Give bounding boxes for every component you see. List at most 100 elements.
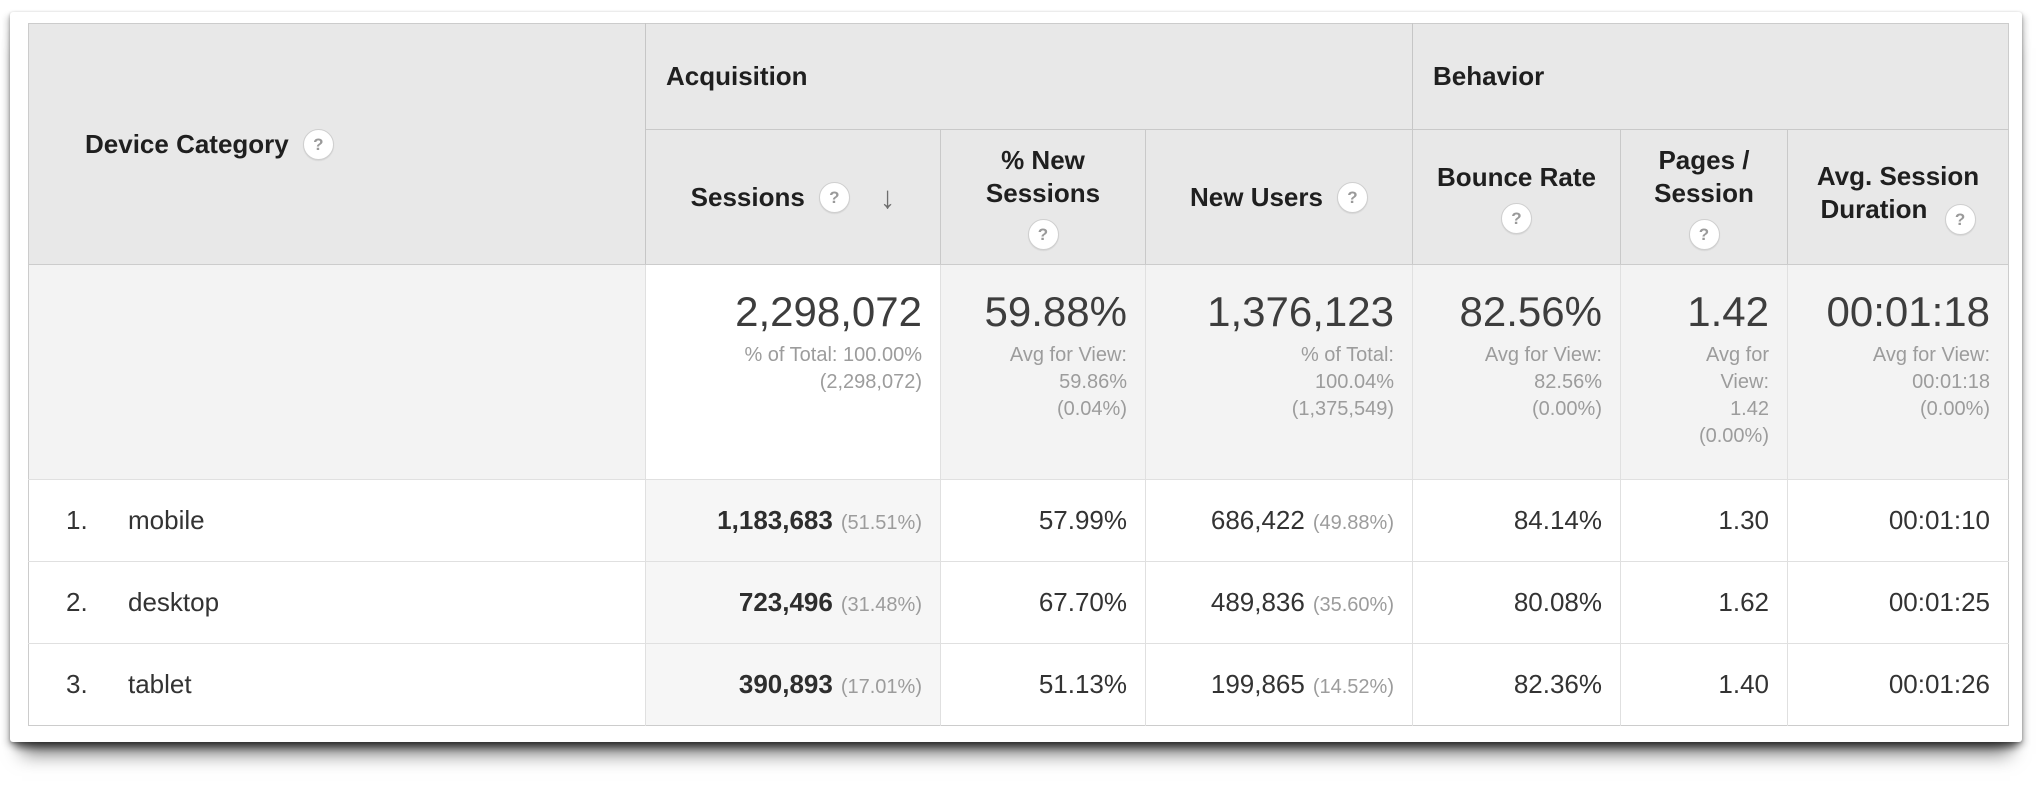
summary-pages-per-session-cell: 1.42 Avg for View: 1.42 (0.00%) (1620, 264, 1788, 480)
cell-avg-session-duration: 00:01:10 (1786, 479, 2009, 562)
column-header-pages-per-session[interactable]: Pages / Session ? (1620, 129, 1788, 265)
help-icon[interactable]: ? (818, 181, 850, 213)
report-card: Device Category ? Acquisition Behavior S… (10, 12, 2022, 742)
summary-new-users-cell: 1,376,123 % of Total: 100.04% (1,375,549… (1145, 264, 1413, 480)
cell-new-users: 199,865 (14.52%) (1145, 643, 1413, 726)
pct-new-sessions-value: 51.13% (1038, 669, 1127, 699)
help-icon[interactable]: ? (1027, 219, 1059, 250)
summary-bounce-rate-cell: 82.56% Avg for View: 82.56% (0.00%) (1412, 264, 1621, 480)
summary-sessions-note: % of Total: 100.00% (2,298,072) (744, 344, 922, 393)
cell-pages-per-session: 1.62 (1620, 561, 1788, 644)
help-icon[interactable]: ? (1944, 203, 1976, 235)
cell-bounce-rate: 80.08% (1412, 561, 1621, 644)
group-header-row: Device Category ? Acquisition Behavior (28, 23, 2009, 265)
help-icon[interactable]: ? (1501, 202, 1532, 234)
help-icon[interactable]: ? (1336, 181, 1368, 213)
avg-session-duration-value: 00:01:10 (1888, 505, 1991, 535)
metric-header-row: Sessions ? ↓ % New Sessions ? New Users … (29, 129, 2009, 265)
cell-pages-per-session: 1.30 (1620, 479, 1788, 562)
cell-new-users: 489,836 (35.60%) (1145, 561, 1413, 644)
cell-device-category: 2. desktop (28, 561, 646, 644)
cell-device-category: 3. tablet (28, 643, 646, 726)
table-row-mobile: 1. mobile 1,183,683 (51.51%) 57.99% 686,4… (28, 479, 2009, 562)
summary-sessions-cell: 2,298,072 % of Total: 100.00% (2,298,072… (645, 264, 941, 480)
behavior-group-label: Behavior (1433, 61, 1545, 91)
cell-pages-per-session: 1.40 (1620, 643, 1788, 726)
device-category-label: Device Category (85, 128, 289, 159)
bounce-rate-value: 80.08% (1513, 587, 1602, 617)
summary-pct-new-sessions-note: Avg for View: 59.86% (0.04%) (1009, 344, 1127, 420)
help-icon[interactable]: ? (302, 128, 334, 160)
summary-new-users-value: 1,376,123 (1207, 288, 1394, 335)
summary-row: 2,298,072 % of Total: 100.00% (2,298,072… (28, 264, 2009, 480)
column-header-avg-session-duration[interactable]: Avg. Session Duration ? (1786, 129, 2009, 265)
new-users-label: New Users (1190, 181, 1323, 212)
summary-avg-session-duration-note: Avg for View: 00:01:18 (0.00%) (1872, 344, 1991, 420)
bounce-rate-value: 82.36% (1513, 669, 1602, 699)
summary-bounce-rate-value: 82.56% (1459, 288, 1602, 335)
summary-dimension-cell (28, 264, 646, 480)
avg-session-duration-value: 00:01:26 (1888, 669, 1991, 699)
table-row-tablet: 3. tablet 390,893 (17.01%) 51.13% 199,865… (28, 643, 2009, 726)
cell-new-users: 686,422 (49.88%) (1145, 479, 1413, 562)
sessions-value: 390,893 (738, 669, 833, 699)
sort-descending-icon: ↓ (879, 179, 896, 215)
pages-per-session-label: Pages / Session (1654, 145, 1754, 208)
new-users-share: (49.88%) (1312, 512, 1394, 534)
summary-sessions-value: 2,298,072 (735, 288, 922, 335)
table-row-desktop: 2. desktop 723,496 (31.48%) 67.70% 489,83… (28, 561, 2009, 644)
summary-avg-session-duration-value: 00:01:18 (1826, 288, 1991, 335)
new-users-value: 489,836 (1210, 587, 1305, 617)
pages-per-session-value: 1.40 (1718, 669, 1769, 699)
cell-avg-session-duration: 00:01:25 (1786, 561, 2009, 644)
column-header-device-category[interactable]: Device Category ? (28, 23, 646, 265)
avg-session-duration-value: 00:01:25 (1888, 587, 1991, 617)
summary-new-users-note: % of Total: 100.04% (1,375,549) (1291, 344, 1394, 420)
cell-bounce-rate: 84.14% (1412, 479, 1621, 562)
pct-new-sessions-label: % New Sessions (985, 145, 1101, 208)
row-rank: 1. (66, 505, 88, 535)
sessions-value: 723,496 (738, 587, 833, 617)
new-users-share: (35.60%) (1312, 594, 1394, 616)
device-name: desktop (128, 587, 220, 617)
cell-bounce-rate: 82.36% (1412, 643, 1621, 726)
device-category-report-table: Device Category ? Acquisition Behavior S… (28, 23, 2010, 726)
new-users-share: (14.52%) (1312, 676, 1394, 698)
device-name: tablet (128, 669, 192, 699)
column-header-bounce-rate[interactable]: Bounce Rate ? (1412, 129, 1621, 265)
pct-new-sessions-value: 57.99% (1038, 505, 1127, 535)
acquisition-group-label: Acquisition (666, 61, 808, 91)
cell-sessions: 390,893 (17.01%) (645, 643, 941, 726)
pct-new-sessions-value: 67.70% (1038, 587, 1127, 617)
row-rank: 2. (66, 587, 88, 617)
cell-pct-new-sessions: 57.99% (940, 479, 1146, 562)
summary-pages-per-session-note: Avg for View: 1.42 (0.00%) (1698, 344, 1769, 447)
summary-pages-per-session-value: 1.42 (1687, 288, 1769, 335)
sessions-value: 1,183,683 (717, 505, 833, 535)
cell-sessions: 1,183,683 (51.51%) (645, 479, 941, 562)
sessions-share: (17.01%) (840, 676, 922, 698)
cell-pct-new-sessions: 67.70% (940, 561, 1146, 644)
row-rank: 3. (66, 669, 88, 699)
sessions-share: (51.51%) (840, 512, 922, 534)
column-group-acquisition: Acquisition (645, 23, 1413, 130)
summary-avg-session-duration-cell: 00:01:18 Avg for View: 00:01:18 (0.00%) (1786, 264, 2009, 480)
column-header-pct-new-sessions[interactable]: % New Sessions ? (940, 129, 1146, 265)
pages-per-session-value: 1.62 (1718, 587, 1769, 617)
new-users-value: 686,422 (1210, 505, 1305, 535)
column-header-sessions[interactable]: Sessions ? ↓ (645, 129, 941, 265)
sessions-label: Sessions (690, 181, 805, 212)
bounce-rate-value: 84.14% (1513, 505, 1602, 535)
bounce-rate-label: Bounce Rate (1437, 161, 1596, 192)
sessions-share: (31.48%) (840, 594, 922, 616)
summary-pct-new-sessions-cell: 59.88% Avg for View: 59.86% (0.04%) (940, 264, 1146, 480)
device-name: mobile (128, 505, 205, 535)
help-icon[interactable]: ? (1688, 219, 1720, 250)
column-group-behavior: Behavior (1411, 23, 2009, 130)
cell-avg-session-duration: 00:01:26 (1786, 643, 2009, 726)
cell-device-category: 1. mobile (28, 479, 646, 562)
column-header-new-users[interactable]: New Users ? (1145, 129, 1413, 265)
cell-pct-new-sessions: 51.13% (940, 643, 1146, 726)
summary-pct-new-sessions-value: 59.88% (984, 288, 1127, 335)
summary-bounce-rate-note: Avg for View: 82.56% (0.00%) (1484, 344, 1602, 420)
